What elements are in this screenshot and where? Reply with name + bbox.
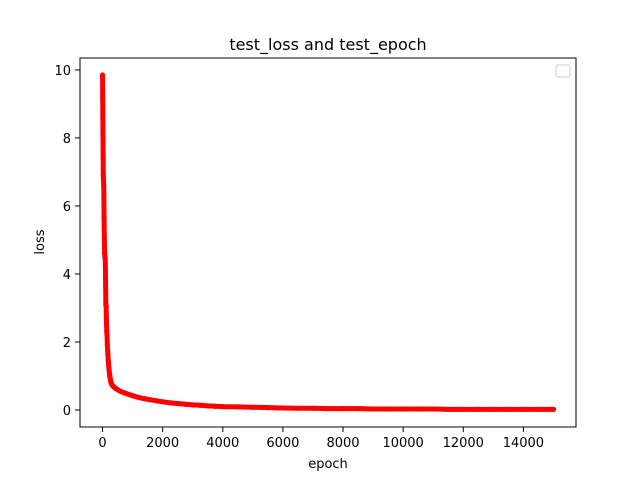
series-marks (99, 72, 557, 412)
data-point (355, 406, 361, 412)
data-point (100, 94, 106, 100)
data-point (385, 406, 391, 412)
data-point (197, 402, 203, 408)
x-tick-label: 2000 (146, 436, 179, 451)
data-point (415, 406, 421, 412)
data-point (182, 401, 188, 407)
data-point (101, 182, 107, 189)
data-point (295, 405, 301, 411)
data-point (105, 347, 111, 354)
y-tick-label: 6 (63, 200, 71, 215)
data-point (160, 399, 166, 405)
data-point (101, 237, 107, 243)
x-tick-label: 0 (98, 436, 106, 451)
data-point (100, 114, 106, 121)
data-point (400, 406, 406, 412)
x-tick-label: 14000 (503, 436, 544, 451)
data-point (310, 405, 316, 411)
data-point (175, 400, 181, 407)
data-point (101, 213, 107, 219)
x-axis-label: epoch (308, 457, 348, 472)
data-point (190, 402, 196, 408)
data-point (100, 135, 106, 141)
data-point (445, 406, 451, 412)
data-point (148, 397, 154, 403)
data-point (99, 72, 106, 78)
data-point (250, 404, 256, 410)
data-point (154, 398, 160, 404)
data-point (102, 274, 109, 280)
data-point (142, 396, 148, 402)
y-tick-label: 0 (63, 404, 71, 419)
data-point (235, 404, 241, 410)
data-point (205, 403, 211, 409)
legend-box (555, 64, 571, 78)
y-tick-label: 10 (54, 64, 71, 79)
data-point (430, 406, 436, 412)
chart-title: test_loss and test_epoch (229, 35, 426, 55)
data-point (102, 256, 108, 262)
data-point (130, 393, 136, 399)
x-tick-label: 8000 (326, 436, 359, 451)
data-point (104, 342, 110, 348)
x-tick-label: 6000 (266, 436, 299, 451)
data-point (103, 303, 109, 309)
x-tick-label: 4000 (206, 436, 239, 451)
y-tick-label: 4 (63, 268, 71, 283)
data-point (340, 406, 346, 412)
data-point (505, 406, 511, 412)
data-point (535, 406, 542, 412)
data-point (490, 406, 496, 412)
y-tick-label: 2 (63, 336, 71, 351)
data-point (550, 406, 557, 412)
y-axis-ticks: 0 2 4 6 8 10 (54, 64, 80, 419)
series-line (100, 72, 556, 412)
x-tick-label: 12000 (443, 436, 484, 451)
data-point (520, 406, 526, 412)
y-tick-label: 8 (63, 132, 71, 147)
x-axis-ticks: 0 2000 4000 6000 8000 10000 12000 14000 (98, 427, 544, 451)
x-tick-label: 10000 (382, 436, 423, 451)
data-point (325, 406, 331, 412)
data-point (220, 403, 226, 410)
data-point (103, 318, 110, 325)
data-point (370, 406, 376, 412)
data-point (460, 406, 466, 412)
y-axis-label: loss (33, 229, 48, 254)
data-point (100, 155, 106, 161)
data-point (212, 403, 218, 409)
data-point (100, 176, 107, 182)
data-point (167, 400, 173, 406)
plot-frame (79, 57, 577, 428)
data-point (105, 352, 111, 359)
data-point (280, 405, 286, 411)
data-point (265, 405, 271, 411)
data-point (475, 406, 481, 412)
data-point (136, 394, 142, 401)
data-point (104, 332, 110, 338)
